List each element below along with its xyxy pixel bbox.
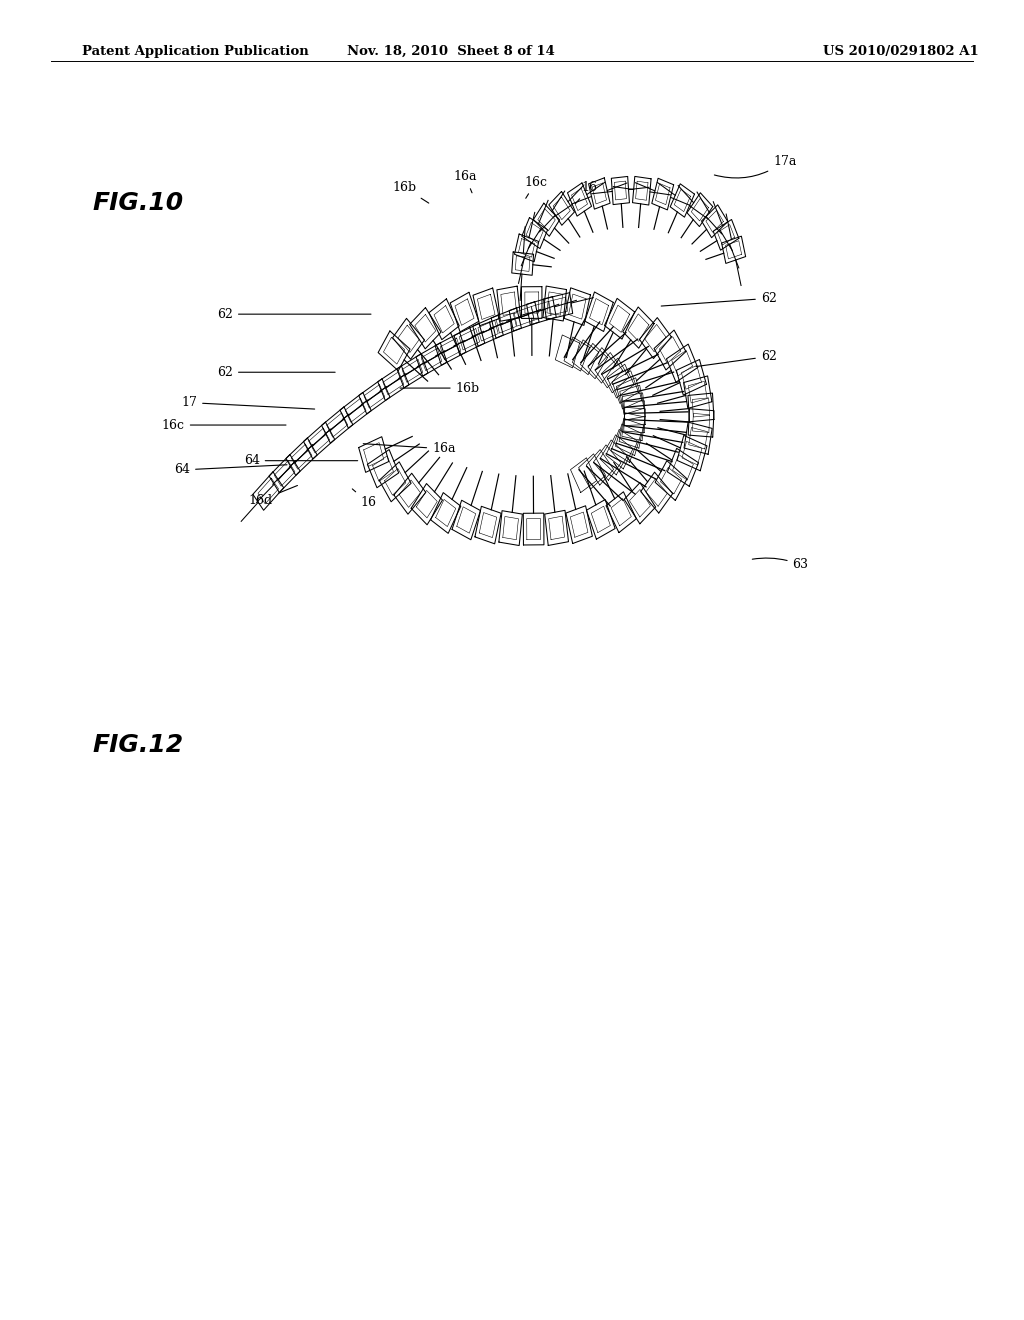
Text: 16: 16 bbox=[575, 181, 598, 203]
Text: 62: 62 bbox=[217, 308, 371, 321]
Text: 16: 16 bbox=[352, 488, 377, 510]
Text: Patent Application Publication: Patent Application Publication bbox=[82, 45, 308, 58]
Text: 17a: 17a bbox=[715, 154, 797, 178]
Text: FIG.10: FIG.10 bbox=[92, 191, 183, 215]
Text: 16b: 16b bbox=[392, 181, 429, 203]
Text: 17: 17 bbox=[181, 396, 314, 409]
Text: FIG.12: FIG.12 bbox=[92, 733, 183, 756]
Text: 63: 63 bbox=[753, 558, 809, 572]
Text: 16a: 16a bbox=[454, 170, 477, 193]
Text: 16d: 16d bbox=[249, 486, 297, 507]
Text: 64: 64 bbox=[244, 454, 357, 467]
Text: 16c: 16c bbox=[162, 418, 286, 432]
Text: 62: 62 bbox=[662, 292, 777, 306]
Text: 16c: 16c bbox=[524, 176, 547, 198]
Text: 62: 62 bbox=[696, 350, 777, 367]
Text: 62: 62 bbox=[217, 366, 335, 379]
Text: 64: 64 bbox=[174, 463, 287, 477]
Text: US 2010/0291802 A1: US 2010/0291802 A1 bbox=[823, 45, 979, 58]
Text: Nov. 18, 2010  Sheet 8 of 14: Nov. 18, 2010 Sheet 8 of 14 bbox=[346, 45, 555, 58]
Text: 16a: 16a bbox=[364, 442, 456, 455]
Text: 16b: 16b bbox=[400, 381, 480, 395]
